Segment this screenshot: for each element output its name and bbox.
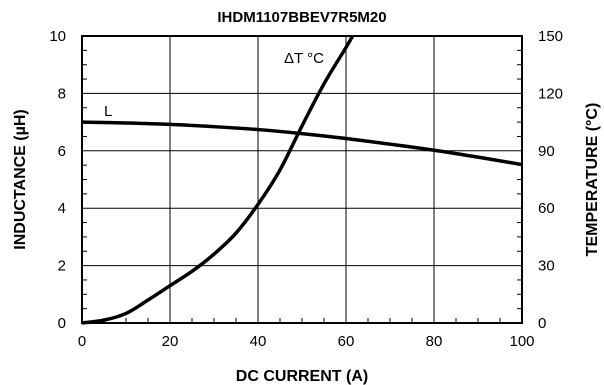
x-tick-label: 100 (509, 333, 534, 350)
series-label-delta-t: ΔT °C (284, 50, 324, 67)
series-line-temperature-rise (81, 35, 355, 325)
y-left-tick-label: 6 (58, 143, 66, 160)
x-tick-label: 60 (338, 333, 355, 350)
y-left-axis-title: INDUCTANCE (µH) (12, 109, 29, 249)
y-left-tick-label: 8 (58, 85, 66, 102)
series-line-inductance (81, 120, 523, 167)
y-right-tick-label: 30 (538, 258, 555, 275)
y-right-tick-label: 150 (538, 28, 563, 45)
x-tick-label: 80 (426, 333, 443, 350)
series-label-l: L (104, 103, 112, 120)
y-left-tick-label: 0 (58, 315, 66, 332)
y-right-tick-label: 0 (538, 315, 546, 332)
y-right-axis-title: TEMPERATURE (°C) (584, 103, 601, 257)
series-group (81, 35, 523, 325)
x-tick-label: 20 (162, 333, 179, 350)
y-left-tick-label: 2 (58, 258, 66, 275)
grid (82, 36, 522, 323)
x-tick-label: 40 (250, 333, 267, 350)
y-left-tick-label: 4 (58, 200, 66, 217)
y-right-tick-label: 120 (538, 85, 563, 102)
y-left-tick-label: 10 (49, 28, 66, 45)
chart-title: IHDM1107BBEV7R5M20 (217, 9, 386, 26)
plot-frame (81, 35, 523, 324)
x-tick-label: 0 (78, 333, 86, 350)
y-right-tick-label: 60 (538, 200, 555, 217)
x-axis-title: DC CURRENT (A) (236, 368, 368, 385)
y-right-tick-label: 90 (538, 143, 555, 160)
